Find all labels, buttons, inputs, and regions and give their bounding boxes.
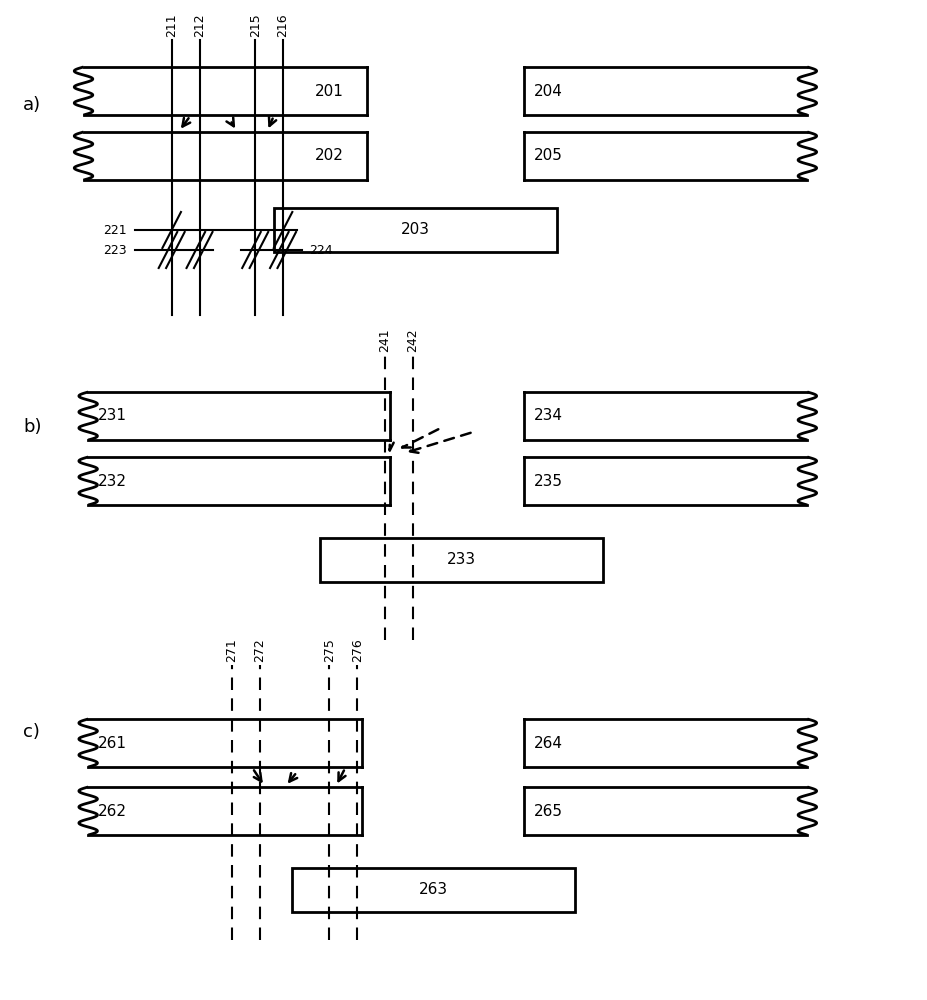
Text: 242: 242 (406, 328, 419, 352)
Text: b): b) (23, 418, 42, 436)
Text: 204: 204 (533, 84, 562, 99)
Bar (292, 868, 575, 912)
Text: 212: 212 (193, 13, 206, 37)
Text: 235: 235 (533, 474, 562, 488)
Text: 271: 271 (225, 638, 238, 662)
Text: 262: 262 (97, 804, 126, 818)
Text: 224: 224 (309, 243, 332, 256)
Text: 203: 203 (400, 223, 429, 237)
Text: 232: 232 (97, 474, 126, 488)
Text: 261: 261 (97, 736, 126, 750)
Text: 215: 215 (248, 13, 261, 37)
Text: a): a) (23, 96, 42, 114)
Text: 216: 216 (276, 13, 289, 37)
Text: 211: 211 (165, 13, 178, 37)
Text: 223: 223 (104, 243, 127, 256)
Text: 233: 233 (447, 552, 476, 568)
Text: 264: 264 (533, 736, 562, 750)
Text: 275: 275 (323, 638, 336, 662)
Text: 272: 272 (253, 638, 266, 662)
Text: 201: 201 (314, 84, 343, 99)
Bar (320, 538, 603, 582)
Text: 263: 263 (419, 882, 448, 898)
Text: 231: 231 (97, 408, 126, 423)
Bar (273, 208, 556, 252)
Text: 221: 221 (104, 224, 127, 236)
Text: c): c) (23, 723, 40, 741)
Text: 265: 265 (533, 804, 562, 818)
Text: 234: 234 (533, 408, 562, 423)
Text: 205: 205 (533, 148, 562, 163)
Text: 202: 202 (314, 148, 343, 163)
Text: 241: 241 (378, 328, 391, 352)
Text: 276: 276 (350, 638, 363, 662)
